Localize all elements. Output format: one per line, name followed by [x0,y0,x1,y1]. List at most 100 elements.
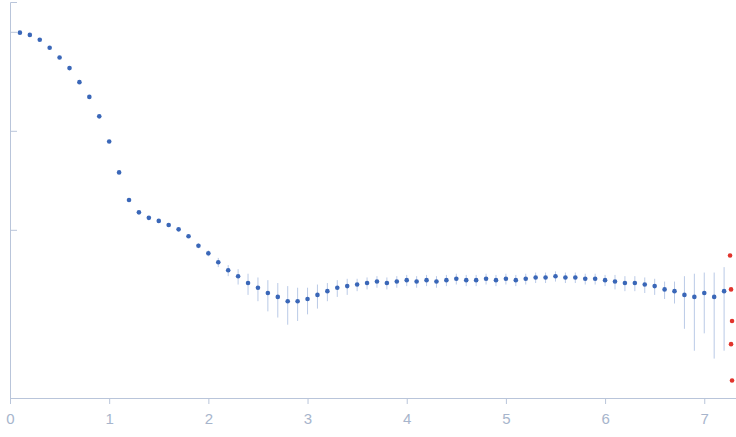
x-tick-mark [506,398,507,404]
data-point [385,281,390,286]
error-bar [297,288,298,321]
data-point [662,287,667,292]
error-bar [277,283,278,317]
data-point [728,253,733,258]
data-point [156,219,161,224]
data-point [652,284,657,289]
x-tick-label: 2 [205,410,213,427]
x-tick-label: 1 [106,410,114,427]
data-point [603,278,608,283]
data-point [613,279,618,284]
error-bar [287,286,288,325]
series [728,253,735,383]
plot-area: 0 1 2 3 4 5 6 7 [6,3,736,427]
data-point [295,299,300,304]
data-point [583,276,588,281]
data-point [504,276,509,281]
y-tick [10,131,17,132]
data-point [642,282,647,287]
data-point [474,278,479,283]
x-tick-mark [407,398,408,404]
data-point [553,274,558,279]
error-bar [684,276,685,329]
data-point [57,55,62,60]
data-point [256,285,261,290]
y-tick [10,32,17,33]
x-tick-label: 3 [304,410,312,427]
data-point [722,289,727,294]
data-point [672,289,677,294]
x-tick-label: 4 [403,410,411,427]
data-point [335,285,340,290]
data-point [729,287,734,292]
data-point [424,278,429,283]
data-point [37,38,42,43]
x-tick-mark [605,398,606,404]
data-point [444,278,449,283]
data-point [117,170,122,175]
data-point [127,198,132,203]
x-tick-label: 5 [502,410,510,427]
data-point [563,275,568,280]
x-tick: 5 [502,398,510,427]
error-bar [724,267,725,351]
data-point [87,95,92,100]
x-tick: 0 [6,398,14,427]
data-point [692,295,697,300]
error-bar [694,274,695,351]
data-point [345,284,350,289]
chart: 0 1 2 3 4 5 6 7 [0,0,736,437]
marks [18,30,735,382]
x-tick: 7 [701,398,709,427]
data-point [395,279,400,284]
data-point [404,278,409,283]
data-point [137,210,142,215]
data-point [712,295,717,300]
data-point [305,297,310,302]
y-tick [10,230,17,231]
data-point [18,30,23,35]
x-tick-mark [704,398,705,404]
data-point [266,291,271,296]
x-tick: 3 [304,398,312,427]
data-point [514,278,519,283]
data-point [464,278,469,283]
data-point [226,268,231,273]
y-tick-mark [10,131,17,132]
data-point [593,276,598,281]
data-point [166,223,171,228]
data-point [275,295,280,300]
data-point [47,45,52,50]
data-point [414,279,419,284]
x-tick-mark [308,398,309,404]
data-point [176,227,181,232]
data-point [216,260,221,265]
data-point [484,276,489,281]
x-tick-mark [208,398,209,404]
x-axis-line [11,399,736,405]
y-tick-mark [10,230,17,231]
data-point [702,291,707,296]
data-point [97,114,102,119]
data-point [236,274,241,279]
data-point [196,243,201,248]
x-tick: 4 [403,398,411,427]
data-point [77,80,82,85]
y-axis [10,3,17,399]
x-tick: 2 [205,398,213,427]
error-bar [267,280,268,311]
y-axis-line [11,3,18,399]
data-point [325,289,330,294]
data-point [729,342,734,347]
data-point [246,281,251,286]
data-point [107,139,112,144]
data-point [533,275,538,280]
data-point [355,282,360,287]
data-point [623,281,628,286]
data-point [315,293,320,298]
data-point [730,319,735,324]
x-tick: 6 [601,398,609,427]
x-tick-label: 7 [701,410,709,427]
data-point [494,278,499,283]
data-point [543,275,548,280]
